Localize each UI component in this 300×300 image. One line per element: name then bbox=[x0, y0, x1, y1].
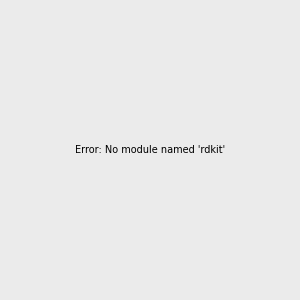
Text: Error: No module named 'rdkit': Error: No module named 'rdkit' bbox=[75, 145, 225, 155]
